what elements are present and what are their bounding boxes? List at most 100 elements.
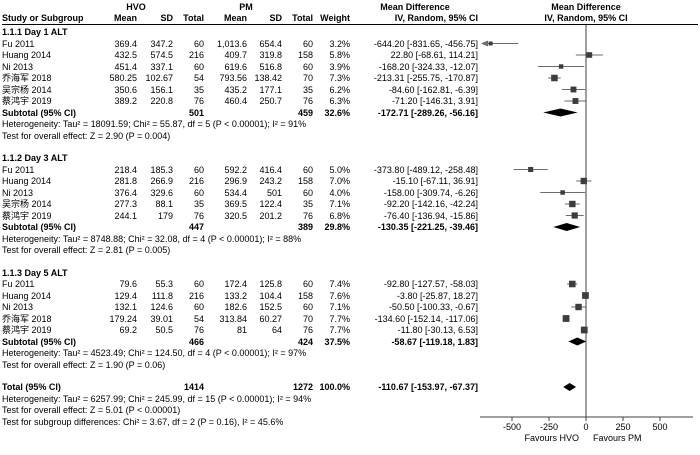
pooled-diamond — [563, 383, 577, 391]
pm-total: 60 — [302, 187, 313, 198]
effect-square — [582, 292, 589, 299]
pm-sd: 516.8 — [259, 61, 282, 72]
pm-mean: 409.7 — [224, 50, 247, 60]
pm-mean: 793.56 — [219, 73, 247, 83]
hvo-mean: 218.4 — [114, 164, 137, 175]
pm-total: 158 — [297, 176, 313, 186]
pm-sd: 250.7 — [259, 96, 282, 106]
pm-sd: 319.8 — [259, 50, 282, 60]
effect-square — [488, 41, 493, 46]
effect-square — [571, 212, 578, 219]
md-ci-text: -76.40 [-136.94, -15.86] — [383, 210, 478, 221]
pm-sd: 60.27 — [259, 313, 282, 324]
pm-total: 158 — [297, 50, 313, 60]
pm-total: 76 — [302, 210, 313, 221]
study-label: Huang 2014 — [2, 50, 52, 60]
hvo-total: 1414 — [183, 382, 204, 392]
pm-mean: 133.2 — [224, 290, 247, 301]
mean-difference-plot-header: Mean Difference — [551, 2, 621, 12]
pm-total: 76 — [302, 325, 313, 335]
hvo-total: 60 — [193, 302, 204, 312]
pm-total: 1272 — [292, 382, 313, 392]
hvo-total: 54 — [193, 73, 204, 83]
pm-sd: 64 — [271, 325, 282, 335]
hvo-total: 466 — [188, 336, 204, 347]
hvo-sd: 102.67 — [145, 73, 173, 83]
hvo-sd: 39.01 — [150, 313, 173, 324]
subtotal-label: Subtotal (95% CI) — [2, 107, 77, 118]
study-label: Fu 2011 — [2, 164, 35, 175]
hvo-mean: 580.25 — [109, 73, 137, 83]
pm-sd: 138.42 — [254, 73, 282, 83]
col-header-pm-sd: SD — [269, 13, 282, 23]
hvo-mean: 369.4 — [114, 38, 137, 49]
hvo-mean: 244.1 — [114, 210, 137, 221]
pm-mean: 81 — [236, 325, 247, 335]
pm-mean: 460.4 — [224, 96, 247, 106]
md-ci-text: -50.50 [-100.33, -0.67] — [388, 302, 478, 312]
col-header-ci-text: IV, Random, 95% CI — [394, 13, 478, 23]
pm-sd: 152.5 — [259, 302, 282, 312]
md-ci-text: -84.60 [-162.81, -6.39] — [388, 84, 478, 95]
favours-right-label: Favours PM — [593, 433, 642, 443]
col-header-hvo-mean: Mean — [113, 13, 137, 23]
effect-square — [569, 200, 576, 208]
pooled-diamond — [553, 223, 581, 231]
hvo-sd: 347.2 — [150, 38, 173, 49]
pm-sd: 416.4 — [259, 164, 282, 175]
hvo-sd: 55.3 — [155, 279, 173, 289]
hvo-mean: 281.8 — [114, 176, 137, 186]
pm-mean: 296.9 — [224, 176, 247, 186]
hvo-total: 76 — [193, 210, 204, 221]
pm-sd: 177.1 — [259, 84, 282, 95]
overall-effect-line: Test for overall effect: Z = 1.90 (P = 0… — [2, 359, 166, 370]
hvo-sd: 88.1 — [155, 199, 173, 209]
effect-square — [568, 280, 576, 288]
weight: 7.6% — [329, 290, 350, 301]
pm-mean: 592.2 — [224, 164, 247, 175]
header-rule — [2, 24, 698, 25]
pm-mean: 182.6 — [224, 302, 247, 312]
subgroup-heading: 1.1.2 Day 3 ALT — [2, 153, 68, 163]
subgroup-heading: 1.1.1 Day 1 ALT — [2, 27, 68, 37]
hvo-total: 76 — [193, 96, 204, 106]
col-header-study: Study or Subgroup — [2, 13, 84, 23]
col-header-weight: Weight — [320, 13, 350, 23]
study-label: 吴宗杨 2014 — [2, 199, 52, 209]
hvo-total: 60 — [193, 61, 204, 72]
weight: 3.9% — [329, 61, 350, 72]
hvo-mean: 277.3 — [114, 199, 137, 209]
axis-tick-label: 250 — [615, 422, 630, 432]
hvo-sd: 156.1 — [150, 84, 173, 95]
weight: 32.6% — [324, 107, 350, 118]
md-ci-text: -373.80 [-489.12, -258.48] — [373, 164, 478, 175]
weight: 7.3% — [329, 73, 350, 83]
pm-sd: 501 — [266, 187, 282, 198]
effect-square — [560, 190, 565, 195]
hvo-mean: 69.2 — [119, 325, 137, 335]
pm-total: 459 — [297, 107, 313, 118]
pm-total: 158 — [297, 290, 313, 301]
effect-square — [562, 315, 570, 322]
md-ci-text: -134.60 [-152.14, -117.06] — [374, 313, 478, 324]
hvo-total: 501 — [188, 107, 204, 118]
subtotal-label: Subtotal (95% CI) — [2, 336, 77, 347]
hvo-mean: 389.2 — [114, 96, 137, 106]
md-ci-text: -3.80 [-25.87, 18.27] — [396, 290, 478, 301]
hvo-total: 35 — [193, 84, 204, 95]
effect-square — [572, 98, 579, 104]
pm-mean: 172.4 — [224, 279, 247, 289]
hvo-mean: 179.24 — [109, 313, 137, 324]
weight: 7.0% — [329, 176, 350, 186]
hvo-sd: 185.3 — [150, 164, 173, 175]
weight: 7.7% — [329, 313, 350, 324]
hvo-sd: 337.1 — [150, 61, 173, 72]
pm-mean: 313.84 — [219, 313, 247, 324]
hvo-total: 60 — [193, 164, 204, 175]
weight: 5.0% — [329, 164, 350, 175]
study-label: 蔡鸿宇 2019 — [2, 96, 52, 106]
hvo-total: 60 — [193, 187, 204, 198]
heterogeneity-line: Heterogeneity: Tau² = 4523.49; Chi² = 12… — [2, 348, 307, 358]
hvo-total: 76 — [193, 325, 204, 335]
